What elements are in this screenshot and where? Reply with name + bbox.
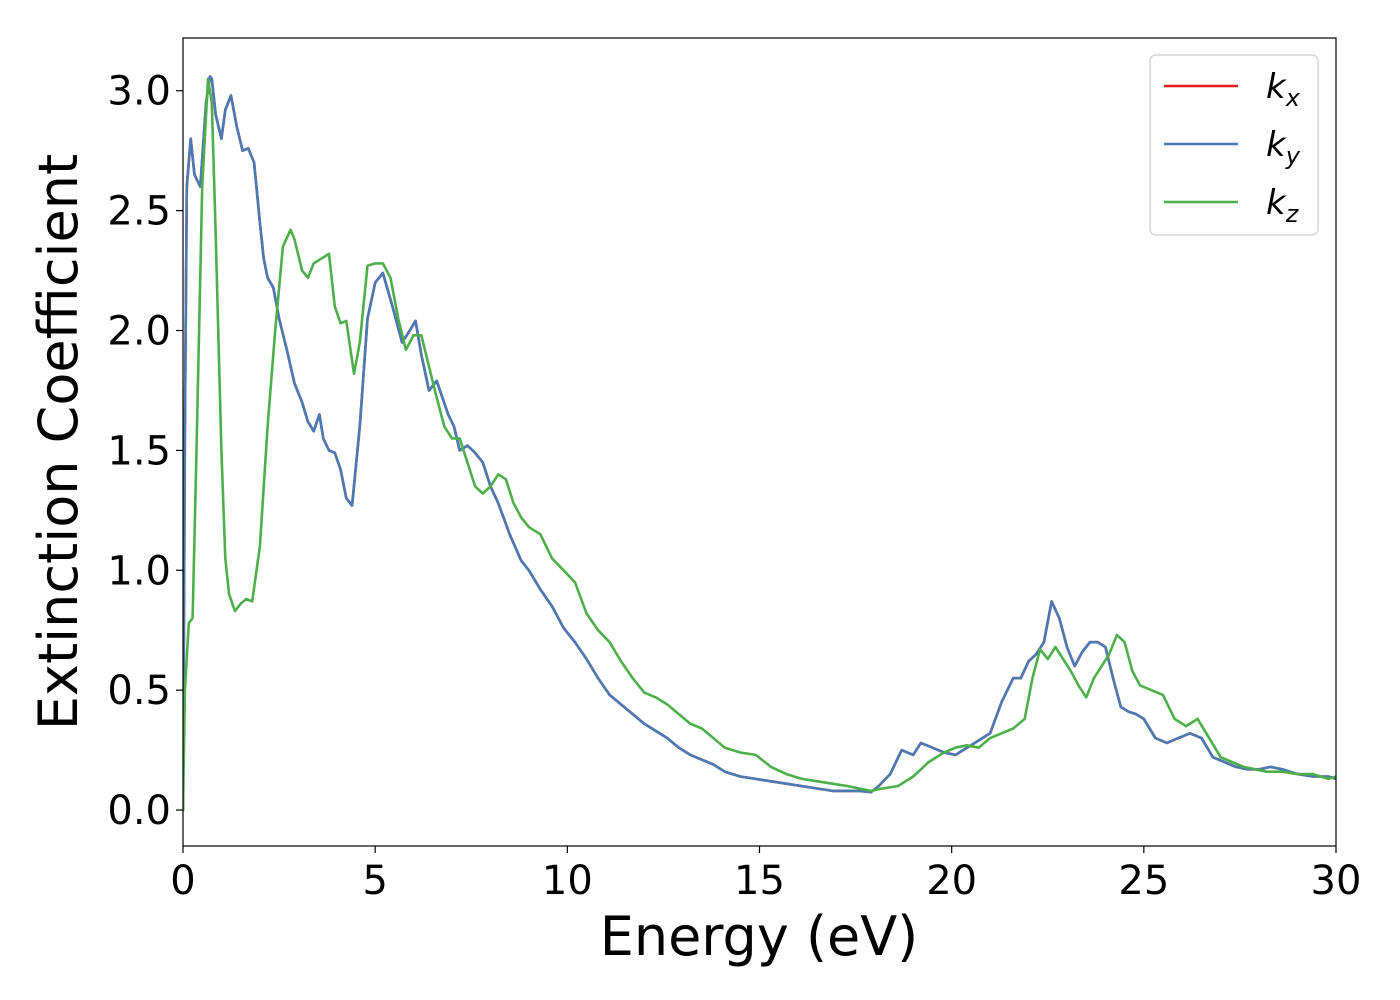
- y-tick-label: 0.0: [107, 788, 171, 834]
- legend-label-y: ky: [1266, 125, 1301, 170]
- series-line-z: [183, 77, 1336, 812]
- x-tick-label: 20: [926, 858, 977, 904]
- x-tick-label: 10: [542, 858, 593, 904]
- x-tick-label: 15: [734, 858, 785, 904]
- y-axis-title: Extinction Coefficient: [27, 154, 90, 730]
- series-line-y: [183, 75, 1336, 812]
- y-tick-label: 1.5: [107, 428, 171, 474]
- x-tick-label: 5: [362, 858, 387, 904]
- x-axis-ticks: 0 5 10 15 20 25 30: [170, 846, 1361, 904]
- x-tick-label: 30: [1311, 858, 1362, 904]
- x-tick-label: 25: [1118, 858, 1169, 904]
- y-tick-label: 1.0: [107, 548, 171, 594]
- y-tick-label: 0.5: [107, 668, 171, 714]
- legend-label-x: kx: [1266, 67, 1301, 112]
- y-tick-label: 3.0: [107, 69, 171, 115]
- x-tick-label: 0: [170, 858, 195, 904]
- legend-label-z: kz: [1266, 183, 1300, 228]
- x-axis-title: Energy (eV): [600, 905, 919, 968]
- y-tick-label: 2.5: [107, 189, 171, 235]
- legend: kx ky kz: [1149, 54, 1319, 236]
- y-axis-ticks: 0.0 0.5 1.0 1.5 2.0 2.5 3.0: [107, 69, 183, 834]
- series-layer: [183, 75, 1336, 812]
- y-tick-label: 2.0: [107, 309, 171, 355]
